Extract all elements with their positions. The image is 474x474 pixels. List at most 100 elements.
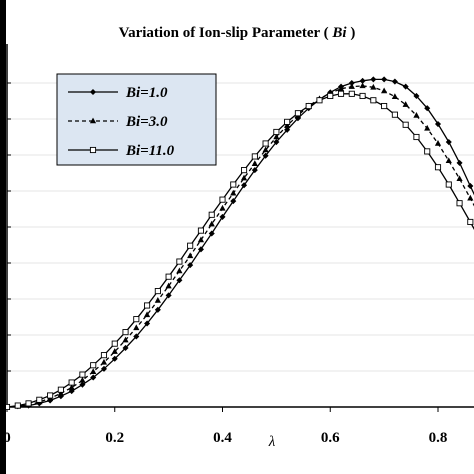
legend-label-1: Bi=3.0 [125, 114, 168, 130]
series-2-point-25 [273, 128, 280, 136]
series-2-point-36 [391, 111, 398, 118]
series-1-point-38 [413, 111, 420, 118]
series-0-point-13 [144, 320, 151, 327]
series-1-point-8 [90, 368, 97, 375]
series-0-point-11 [122, 344, 129, 351]
series-0-point-22 [241, 182, 248, 189]
series-2-point-13 [144, 302, 151, 309]
series-2-point-42 [456, 200, 463, 207]
series-2-point-16 [176, 258, 183, 265]
series-1-point-11 [122, 336, 129, 343]
series-0-point-39 [424, 105, 431, 112]
series-1-point-5 [57, 389, 64, 396]
series-2-point-20 [219, 196, 226, 203]
series-2-point-17 [187, 242, 194, 249]
legend-marker-0 [89, 88, 97, 96]
series-1-point-33 [359, 82, 366, 89]
series-1-point-35 [381, 87, 388, 94]
series-1-point-16 [176, 267, 183, 274]
series-1-point-7 [79, 376, 86, 383]
series-1-point-19 [208, 220, 215, 227]
series-1-point-41 [445, 157, 452, 164]
series-0-point-23 [251, 167, 258, 174]
series-1-point-39 [424, 124, 431, 131]
plot-panel [6, 0, 474, 474]
series-0-point-38 [413, 92, 420, 99]
series-2-point-31 [337, 90, 345, 97]
series-0-point-37 [402, 83, 409, 90]
series-layer [6, 76, 474, 410]
series-2-point-22 [240, 167, 248, 174]
series-0-point-40 [434, 121, 442, 128]
legend-label-0: Bi=1.0 [125, 85, 168, 101]
series-2-point-2 [25, 400, 32, 407]
series-0-point-26 [284, 126, 291, 133]
series-1-point-12 [133, 324, 140, 331]
series-1-point-14 [154, 297, 161, 303]
series-0-point-6 [68, 388, 75, 395]
series-2-point-34 [370, 97, 377, 104]
series-2-point-30 [327, 92, 334, 100]
series-2-point-4 [47, 392, 54, 399]
series-2 [6, 90, 474, 410]
series-2-point-19 [208, 211, 215, 218]
series-1-point-20 [219, 204, 226, 211]
series-0-point-42 [456, 159, 463, 166]
series-0-point-14 [154, 306, 161, 313]
series-1-point-43 [467, 194, 474, 201]
series-2-point-26 [284, 118, 291, 125]
series-0-point-7 [79, 381, 86, 388]
series-2-point-6 [68, 379, 75, 386]
series-0-point-8 [90, 374, 97, 381]
series-line-1 [6, 85, 474, 408]
series-2-point-5 [57, 386, 64, 393]
x-tick-label-1: 0.2 [105, 430, 124, 446]
series-1-point-6 [68, 384, 75, 390]
series-2-point-1 [14, 402, 21, 409]
series-0-point-18 [197, 246, 204, 253]
series-2-point-7 [79, 371, 86, 378]
series-1-point-37 [402, 101, 409, 107]
series-1-point-42 [456, 175, 463, 182]
series-0-point-43 [467, 182, 474, 189]
series-0-point-21 [230, 198, 237, 205]
legend-marker-1 [89, 117, 97, 124]
series-2-point-28 [305, 102, 312, 110]
series-2-point-35 [381, 102, 388, 110]
series-0-point-24 [262, 152, 269, 159]
series-1-point-24 [262, 146, 269, 153]
series-2-point-14 [154, 288, 161, 295]
series-2-point-18 [197, 227, 205, 234]
series-2-point-29 [316, 97, 323, 104]
series-1-point-17 [187, 252, 194, 259]
series-2-point-9 [100, 352, 108, 359]
chart-title-symbol: Bi [331, 25, 347, 41]
legend-label-2: Bi=11.0 [125, 143, 175, 159]
series-0-point-34 [370, 76, 377, 83]
series-0-point-36 [391, 78, 398, 85]
series-2-point-11 [122, 329, 129, 336]
series-2-point-23 [251, 153, 258, 160]
x-tick-label-2: 0.4 [213, 430, 232, 446]
chart-title-prefix: Variation of Ion-slip Parameter ( [119, 25, 333, 41]
series-2-point-3 [36, 396, 43, 403]
series-1-point-25 [273, 133, 280, 140]
series-2-point-24 [262, 140, 269, 147]
series-0-point-17 [187, 262, 194, 269]
x-tick-label-4: 0.8 [429, 430, 448, 446]
legend-marker-2 [89, 146, 97, 154]
series-1-point-23 [251, 160, 258, 166]
series-0-point-35 [381, 76, 388, 83]
series-2-point-8 [90, 362, 97, 369]
x-axis-label: λ [268, 434, 276, 450]
series-0-point-19 [208, 230, 215, 237]
x-ticks: 0 0.2 0.4 0.6 0.8 [3, 407, 447, 446]
series-0-point-16 [176, 277, 183, 284]
series-1-point-10 [111, 348, 118, 354]
chart-title: Variation of Ion-slip Parameter ( Bi ) [119, 25, 356, 41]
legend: Bi=1.0 Bi=3.0 Bi=11.0 [56, 73, 217, 166]
series-1-point-34 [370, 83, 377, 90]
series-0-point-9 [100, 365, 107, 372]
series-2-point-27 [294, 110, 301, 117]
